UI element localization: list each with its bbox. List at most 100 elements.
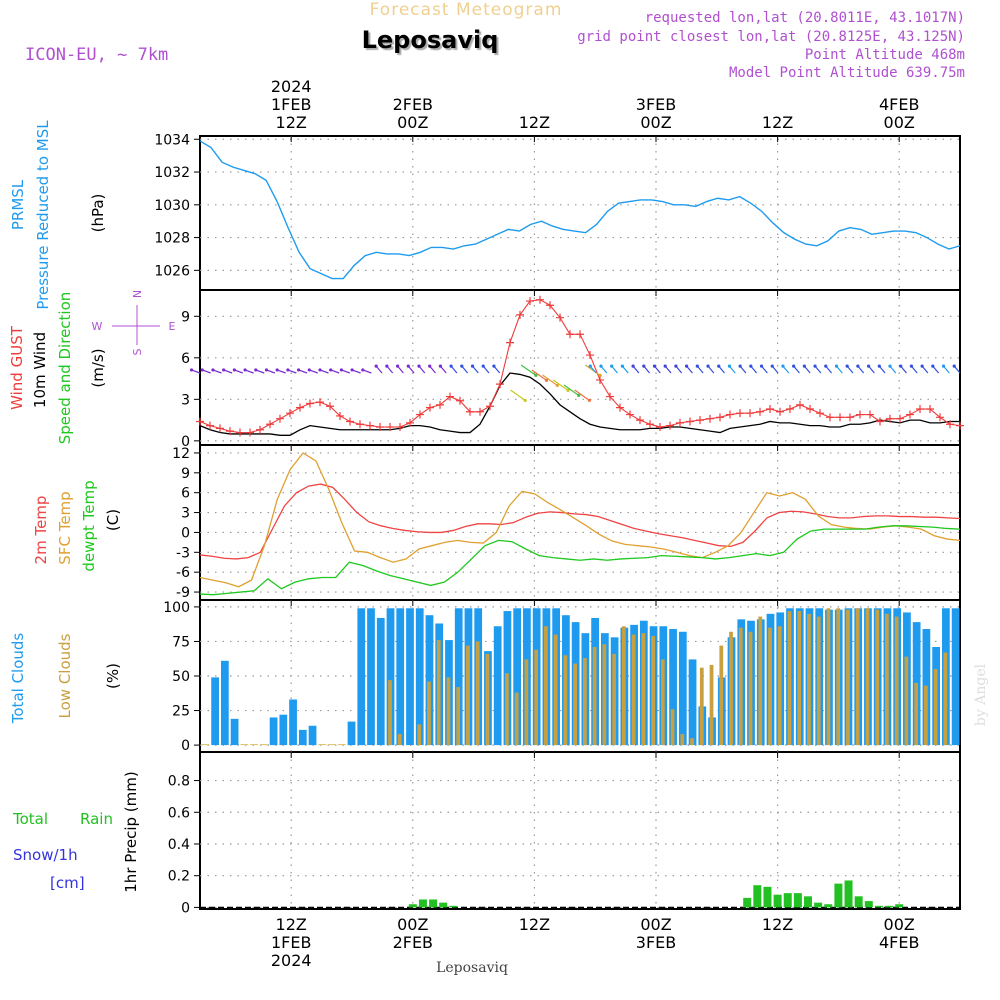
low-cloud-bar [826, 608, 831, 746]
wind-arrow-head [824, 364, 828, 368]
total-cloud-bar [250, 744, 258, 746]
low-cloud-bar [573, 663, 577, 746]
wind-gust-marker [846, 413, 854, 422]
rain-bar [783, 893, 792, 908]
wind-gust-marker [946, 420, 954, 429]
wind-arrow-head [361, 368, 365, 372]
wind-arrow-head [813, 364, 817, 368]
wind-direction-arrow [520, 364, 537, 376]
precip-ytick-label: 0 [181, 900, 190, 916]
wind-gust-marker [696, 416, 704, 425]
wind-gust-marker [916, 405, 924, 414]
temp-dew-label: dewpt Temp [80, 480, 98, 571]
wind-arrow-head [254, 368, 258, 372]
low-cloud-bar [427, 681, 431, 746]
total-cloud-bar [688, 659, 697, 746]
wind-speed-label: Speed and Direction [56, 292, 74, 445]
wind-arrow-head [211, 368, 215, 372]
wind-gust-marker [676, 418, 684, 427]
wind-arrow-head [685, 364, 689, 368]
product-title: Forecast Meteogram [370, 0, 563, 20]
wind-gust-marker [286, 409, 294, 418]
wind-gust-marker [446, 392, 454, 401]
total-cloud-bar [951, 608, 960, 746]
wind-arrow-head [438, 364, 443, 368]
total-cloud-bar [396, 608, 405, 746]
clouds-unit: (%) [104, 663, 122, 689]
wind-gust-marker [626, 410, 634, 419]
top-tick-label: 00Z [640, 113, 671, 132]
wind-arrow-head [555, 383, 559, 387]
wind-gust-marker [346, 417, 354, 426]
pressure-ytick-label: 1030 [154, 198, 190, 214]
temp-ytick-label: -9 [176, 585, 190, 601]
rain-bar [804, 896, 812, 908]
wind-gust-marker [926, 405, 934, 414]
rain-bar [763, 886, 772, 908]
bottom-tick-label: 12Z [276, 915, 307, 934]
rain-bar [874, 905, 883, 908]
precip-snow-unit: [cm] [50, 874, 85, 892]
precip-ytick-label: 0.4 [168, 837, 190, 853]
temp-sfc-line [199, 452, 961, 588]
wind-gust-marker [766, 405, 774, 414]
low-cloud-bar [621, 626, 626, 746]
wind-arrow-head [727, 364, 732, 368]
total-cloud-bar [415, 608, 424, 746]
wind-gust-marker [896, 414, 904, 423]
low-cloud-bar [446, 677, 451, 746]
wind-gust-marker [496, 380, 504, 389]
bottom-tick-label: 00Z [884, 915, 915, 934]
low-cloud-bar [729, 631, 733, 746]
wind-gust-marker [706, 414, 714, 423]
wind-gust-marker [606, 392, 614, 401]
clouds-ytick-label: 100 [163, 600, 190, 616]
precip-ytick-label: 0.2 [168, 869, 190, 885]
wind-direction-arrow [552, 379, 569, 391]
low-cloud-bar [583, 658, 587, 746]
wind-arrow-head [759, 364, 764, 368]
rain-bar [895, 904, 904, 908]
wind-arrow-head [695, 364, 699, 368]
wind-arrow-head [856, 364, 860, 368]
clouds-ytick-label: 50 [172, 669, 190, 685]
pressure-ytick-label: 1028 [154, 231, 190, 247]
wind-arrow-head [374, 364, 378, 368]
wind-arrow-head [481, 364, 485, 368]
wind-arrow-head [866, 364, 871, 368]
total-cloud-bar [678, 631, 687, 746]
pressure-panel [199, 140, 961, 280]
low-cloud-bar [748, 631, 753, 746]
wind-gust-marker [636, 416, 644, 425]
precip-unit: 1hr Precip (mm) [122, 771, 140, 892]
wind-arrow-head [931, 364, 935, 368]
total-cloud-bar [513, 608, 522, 746]
wind-gust-marker [576, 330, 584, 339]
low-cloud-bar [505, 673, 509, 746]
wind-arrow-head [941, 364, 946, 368]
low-cloud-bar [777, 626, 782, 746]
low-cloud-bar [485, 653, 490, 746]
wind-direction-arrow [585, 364, 601, 376]
y-tick-labels: 102610281030103210340369-9-6-30369120255… [154, 132, 200, 916]
wind-arrow-head [770, 364, 774, 368]
low-cloud-bar [924, 685, 928, 746]
total-cloud-bar [318, 744, 327, 746]
wind-gust-marker [426, 403, 434, 412]
total-cloud-bar [308, 725, 317, 746]
low-cloud-bar [602, 644, 607, 746]
low-cloud-bar [904, 656, 909, 746]
total-cloud-bar [289, 699, 297, 746]
rain-bar [844, 880, 853, 908]
temp-ytick-label: 3 [181, 506, 190, 522]
wind-arrow-head [845, 364, 849, 368]
bottom-tick-label: 12Z [762, 915, 793, 934]
wind-gust-marker [266, 420, 274, 429]
wind-arrow-head [588, 364, 592, 368]
precip-snow-label: Snow/1h [13, 846, 78, 864]
wind-gust-marker [376, 423, 384, 432]
low-cloud-bar [514, 692, 519, 746]
wind-arrow-head [909, 364, 913, 368]
top-tick-label: 3FEB [636, 95, 676, 114]
wind-gust-marker [836, 413, 844, 422]
